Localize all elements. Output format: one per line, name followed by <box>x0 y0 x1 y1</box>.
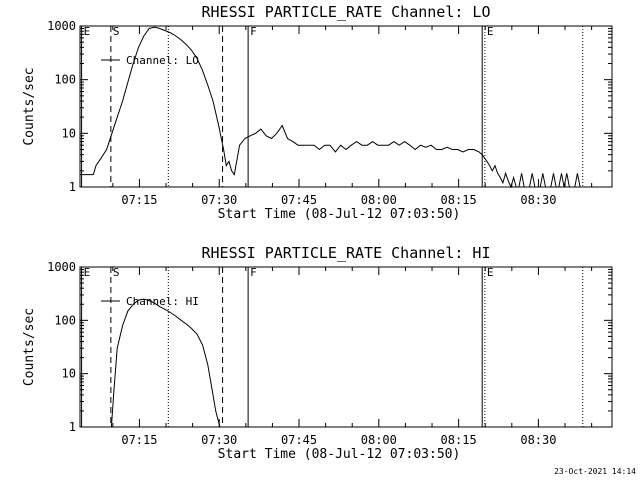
event-marker-label: S <box>113 266 120 279</box>
event-marker-label: E <box>487 266 494 279</box>
event-marker-label: F <box>250 266 257 279</box>
chart-title: RHESSI PARTICLE_RATE Channel: HI <box>202 244 491 262</box>
plot-frame <box>79 266 613 428</box>
x-tick-label: 07:45 <box>281 193 317 207</box>
chart-panel-hi: RHESSI PARTICLE_RATE Channel: HI 1 10 100 10… <box>22 244 613 462</box>
x-tick-label: 07:45 <box>281 433 317 447</box>
x-tick-label: 08:30 <box>520 433 556 447</box>
y-tick-label: 1 <box>69 420 76 434</box>
y-axis-label: Counts/sec <box>22 67 37 145</box>
x-tick-label: 08:30 <box>520 193 556 207</box>
x-tick-label: 08:00 <box>361 433 397 447</box>
chart-panel-lo: RHESSI PARTICLE_RATE Channel: LO 1 10 100 10… <box>22 3 613 222</box>
footer-timestamp: 23-Oct-2021 14:14 <box>554 467 636 476</box>
y-tick-label: 10 <box>62 367 76 381</box>
y-tick-label: 100 <box>54 73 76 87</box>
series-line-lo <box>80 26 586 189</box>
y-tick-label: 1000 <box>47 260 76 274</box>
event-marker-label: S <box>113 25 120 38</box>
x-tick-label: 07:30 <box>201 433 237 447</box>
x-tick-label: 08:15 <box>441 193 477 207</box>
plot-frame <box>79 25 613 188</box>
y-tick-label: 100 <box>54 313 76 327</box>
y-tick-label: 1 <box>69 180 76 194</box>
event-marker-label: E <box>84 266 91 279</box>
series-line-hi <box>110 298 221 428</box>
event-marker-label: F <box>250 25 257 38</box>
x-tick-label: 07:30 <box>201 193 237 207</box>
x-tick-label: 08:15 <box>441 433 477 447</box>
legend-label: Channel: LO <box>126 54 199 67</box>
x-tick-label: 07:15 <box>121 433 157 447</box>
event-marker-label: E <box>84 25 91 38</box>
y-tick-label: 1000 <box>47 19 76 33</box>
x-tick-label: 08:00 <box>361 193 397 207</box>
y-axis-label: Counts/sec <box>22 308 37 386</box>
x-tick-label: 07:15 <box>121 193 157 207</box>
legend-label: Channel: HI <box>126 295 199 308</box>
event-marker-label: E <box>487 25 494 38</box>
y-tick-label: 10 <box>62 126 76 140</box>
x-axis-label: Start Time (08-Jul-12 07:03:50) <box>218 447 461 462</box>
x-axis-label: Start Time (08-Jul-12 07:03:50) <box>218 207 461 222</box>
chart-title: RHESSI PARTICLE_RATE Channel: LO <box>202 3 491 21</box>
